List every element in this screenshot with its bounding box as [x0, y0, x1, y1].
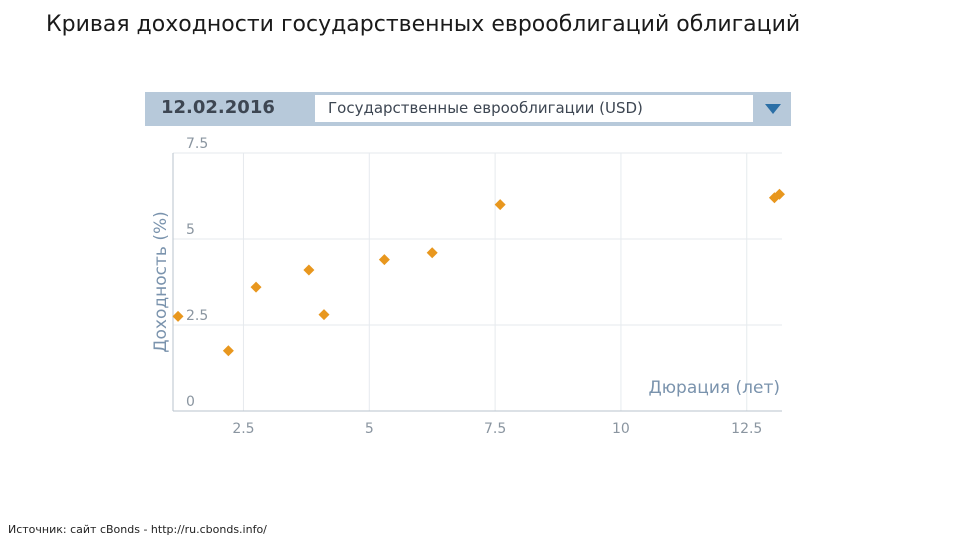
- data-point: [426, 247, 438, 259]
- x-tick-label: 12.5: [731, 421, 762, 437]
- triangle-down-icon: [764, 104, 781, 114]
- y-tick-label: 0: [186, 394, 195, 410]
- bond-type-select-value: Государственные еврооблигации (USD): [328, 99, 643, 117]
- x-tick-label: 7.5: [484, 421, 506, 437]
- y-tick-label: 2.5: [186, 308, 208, 324]
- source-note: Источник: сайт cBonds - http://ru.cbonds…: [8, 523, 267, 536]
- yield-curve-chart: 0 2.5 5 7.5 2.5 5 7.5 10 12.5 Дюрация (лет) Доходн…: [151, 136, 785, 437]
- slide-title: Кривая доходности государственных еврооб…: [46, 12, 801, 37]
- chart-widget-header: 12.02.2016 Государственные еврооблигации…: [145, 92, 791, 126]
- data-point: [318, 309, 330, 321]
- data-point: [303, 264, 315, 276]
- y-axis-title: Доходность (%): [151, 211, 171, 353]
- x-tick-label: 5: [365, 421, 374, 437]
- data-point: [773, 188, 785, 200]
- data-point: [494, 199, 506, 211]
- y-tick-label: 7.5: [186, 136, 208, 152]
- data-point: [172, 310, 184, 322]
- data-point: [222, 345, 234, 357]
- bond-type-select[interactable]: Государственные еврооблигации (USD): [314, 94, 754, 123]
- dropdown-toggle-button[interactable]: [754, 92, 791, 126]
- x-axis-title: Дюрация (лет): [648, 378, 780, 398]
- date-label: 12.02.2016: [161, 97, 275, 118]
- x-tick-label: 2.5: [232, 421, 254, 437]
- data-point: [250, 281, 262, 293]
- y-tick-label: 5: [186, 222, 195, 238]
- data-point: [378, 254, 390, 266]
- x-tick-label: 10: [612, 421, 630, 437]
